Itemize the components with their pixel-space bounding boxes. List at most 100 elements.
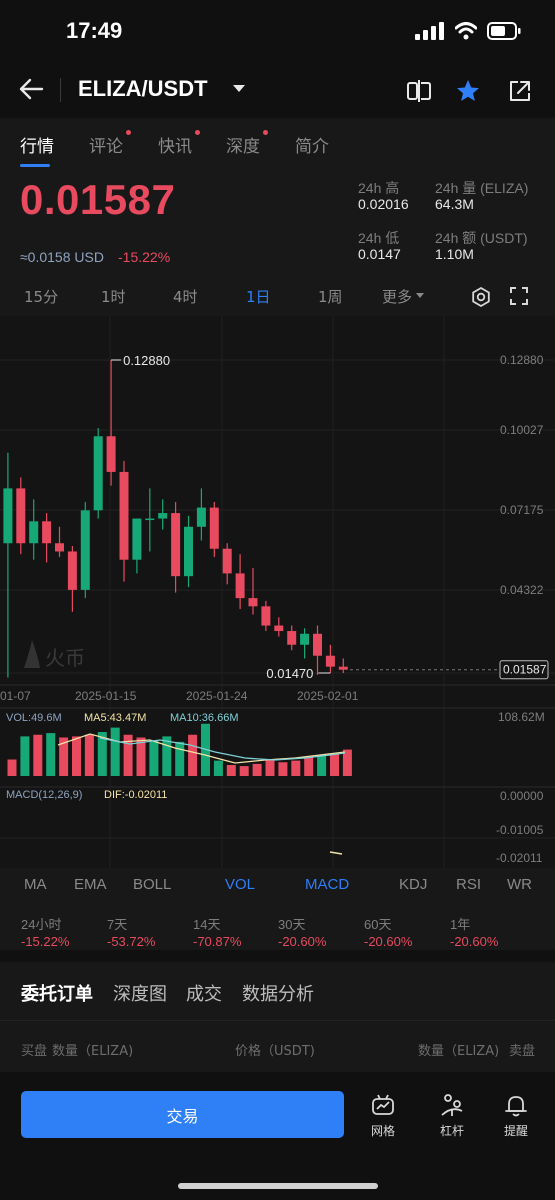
volume-bar bbox=[72, 736, 81, 776]
indicator-tabs: MA EMA BOLL VOL MACD KDJ RSI WR bbox=[0, 872, 555, 902]
order-divider bbox=[0, 1020, 555, 1021]
macd-dif-line bbox=[329, 851, 343, 855]
tab-news[interactable]: 快讯 bbox=[158, 137, 192, 157]
pair-title[interactable]: ELIZA/USDT bbox=[78, 76, 208, 101]
tab-market[interactable]: 行情 bbox=[20, 137, 54, 157]
grid-label: 网格 bbox=[370, 1124, 395, 1138]
caret-down-icon[interactable] bbox=[232, 84, 246, 94]
perf-label: 30天 bbox=[278, 917, 306, 932]
order-tab-depth[interactable]: 深度图 bbox=[113, 984, 167, 1005]
volume-bar bbox=[213, 760, 223, 776]
order-tab-orders[interactable]: 委托订单 bbox=[21, 984, 93, 1005]
macd-label: MACD(12,26,9) bbox=[6, 789, 82, 801]
indicator-kdj[interactable]: KDJ bbox=[399, 876, 428, 893]
price-change: -15.22% bbox=[118, 249, 171, 265]
candle-body bbox=[274, 625, 284, 632]
indicator-vol[interactable]: VOL bbox=[225, 876, 256, 893]
interval-15m[interactable]: 15分 bbox=[24, 288, 59, 306]
more-caret-icon bbox=[416, 293, 424, 298]
date-tick-label: 01-07 bbox=[0, 689, 31, 703]
leverage-button[interactable]: 杠杆 bbox=[427, 1094, 477, 1139]
indicator-ema[interactable]: EMA bbox=[74, 876, 107, 893]
indicator-rsi[interactable]: RSI bbox=[456, 876, 482, 893]
candle-body bbox=[93, 436, 103, 511]
candle-body bbox=[235, 573, 245, 599]
detail-tabs: 行情 评论 快讯 深度 简介 bbox=[0, 124, 555, 168]
back-arrow-icon[interactable] bbox=[18, 76, 44, 102]
candle-body bbox=[145, 518, 155, 521]
volume-ma10-label: MA10:36.66M bbox=[170, 712, 238, 724]
order-head-qty-right: 数量（ELIZA) bbox=[418, 1044, 500, 1059]
volume-ma5-label: MA5:43.47M bbox=[84, 712, 146, 724]
indicator-macd[interactable]: MACD bbox=[305, 876, 350, 893]
vol-value: 64.3M bbox=[435, 196, 474, 212]
indicator-wr[interactable]: WR bbox=[507, 876, 532, 893]
interval-more[interactable]: 更多 bbox=[382, 288, 413, 306]
volume-bar bbox=[59, 737, 69, 776]
low-value: 0.0147 bbox=[358, 246, 401, 262]
kline-chart[interactable]: 火币 0.12880 0.01470 0.01587 0.12880 0.10027 0.0… bbox=[0, 316, 555, 868]
top-nav: ELIZA/USDT bbox=[0, 64, 555, 116]
candle-body bbox=[338, 666, 348, 670]
perf-label: 14天 bbox=[193, 917, 221, 932]
volume-bar bbox=[136, 737, 146, 776]
order-head-buy: 买盘 bbox=[21, 1044, 48, 1059]
order-tab-trades[interactable]: 成交 bbox=[186, 984, 222, 1005]
candle-body bbox=[261, 606, 271, 626]
volume-bar bbox=[7, 759, 17, 776]
volume-bar bbox=[149, 740, 159, 776]
indicator-boll[interactable]: BOLL bbox=[133, 876, 172, 893]
tab-depth-dot bbox=[263, 130, 268, 135]
compare-icon[interactable] bbox=[406, 78, 432, 104]
current-price-box bbox=[499, 660, 549, 680]
candle-body bbox=[132, 518, 142, 560]
volume-bar bbox=[252, 763, 262, 776]
perf-label: 24小时 bbox=[21, 917, 62, 932]
tab-intro[interactable]: 简介 bbox=[295, 137, 329, 157]
interval-1h[interactable]: 1时 bbox=[101, 288, 126, 306]
volume-bar bbox=[110, 727, 120, 776]
tab-depth[interactable]: 深度 bbox=[226, 137, 260, 157]
alert-button[interactable]: 提醒 bbox=[491, 1094, 541, 1139]
volume-bar bbox=[304, 756, 314, 776]
volume-bar bbox=[162, 736, 172, 776]
candle-body bbox=[42, 521, 52, 544]
order-tab-analysis[interactable]: 数据分析 bbox=[242, 984, 314, 1005]
price-axis-label: 0.10027 bbox=[500, 423, 544, 437]
share-icon[interactable] bbox=[507, 78, 533, 104]
macd-axis-label: -0.01005 bbox=[496, 823, 544, 837]
macd-axis-label: 0.00000 bbox=[500, 789, 544, 803]
indicator-ma[interactable]: MA bbox=[24, 876, 47, 893]
high-marker-label: 0.12880 bbox=[123, 353, 170, 368]
perf-label: 1年 bbox=[450, 917, 471, 932]
perf-label: 7天 bbox=[107, 917, 128, 932]
trade-button[interactable]: 交易 bbox=[21, 1091, 344, 1138]
order-head-qty-left: 数量（ELIZA) bbox=[52, 1044, 134, 1059]
status-icons bbox=[415, 22, 521, 40]
tab-comments[interactable]: 评论 bbox=[89, 137, 123, 157]
candle-body bbox=[248, 598, 258, 607]
interval-1d[interactable]: 1日 bbox=[246, 288, 271, 306]
interval-4h[interactable]: 4时 bbox=[173, 288, 198, 306]
interval-1w[interactable]: 1周 bbox=[318, 288, 343, 306]
settings-icon[interactable] bbox=[470, 286, 492, 308]
perf-value: -70.87% bbox=[193, 934, 242, 949]
candle-body bbox=[106, 436, 116, 472]
star-icon[interactable] bbox=[455, 78, 481, 104]
candle-body bbox=[16, 488, 26, 544]
fullscreen-icon[interactable] bbox=[509, 286, 529, 306]
volume-ma5-line bbox=[57, 733, 346, 764]
volume-bar bbox=[265, 759, 275, 776]
high-label: 24h 高 bbox=[358, 180, 400, 196]
grid-button[interactable]: 网格 bbox=[358, 1094, 408, 1139]
order-head-sell: 卖盘 bbox=[509, 1044, 536, 1059]
amount-value: 1.10M bbox=[435, 246, 474, 262]
macd-axis-label: -0.02011 bbox=[496, 851, 543, 865]
perf-value: -20.60% bbox=[450, 934, 499, 949]
volume-bar bbox=[239, 766, 249, 776]
candle-body bbox=[300, 633, 310, 645]
perf-value: -20.60% bbox=[278, 934, 327, 949]
perf-value: -53.72% bbox=[107, 934, 156, 949]
nav-divider bbox=[60, 78, 61, 102]
date-tick-label: 2025-01-15 bbox=[75, 689, 137, 703]
